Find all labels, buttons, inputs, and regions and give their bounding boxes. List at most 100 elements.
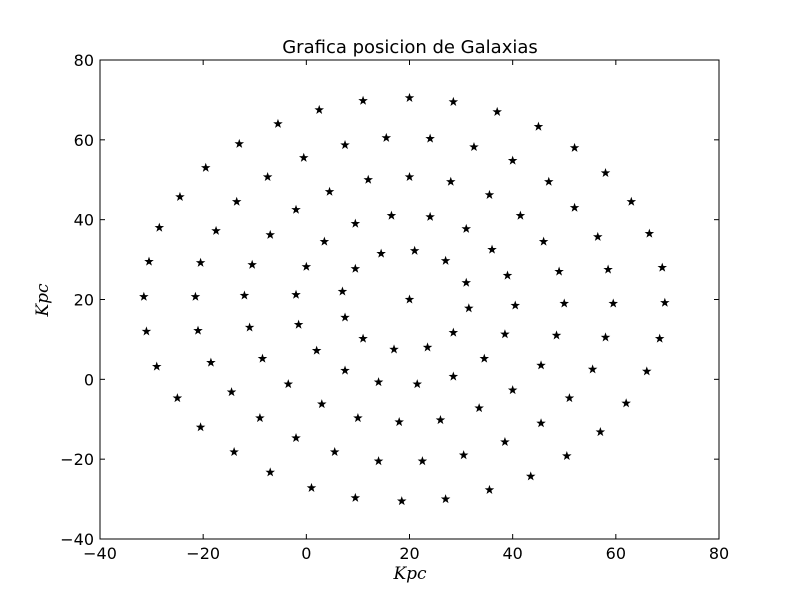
galaxy-star-point [257,353,268,363]
galaxy-star-point [175,191,185,201]
galaxy-star-point [608,298,619,308]
galaxy-star-point [373,377,384,387]
galaxy-star-point [564,393,575,403]
galaxy-star-point [500,437,510,447]
galaxy-star-point [474,403,484,413]
galaxy-star-point [311,345,322,355]
galaxy-star-point [329,446,340,457]
x-tick-label: −40 [83,544,117,563]
galaxy-star-point [193,325,203,335]
galaxy-star-point [172,393,183,403]
galaxy-star-point [484,484,495,494]
galaxy-star-point [317,399,327,409]
galaxy-star-point [358,333,368,343]
galaxy-star-point [569,202,580,212]
galaxy-star-point [229,446,239,457]
x-tick-label: 20 [399,544,419,563]
x-tick-label: 0 [301,544,311,563]
galaxy-star-point [515,210,526,220]
galaxy-star-point [340,140,350,150]
galaxy-star-point [461,277,471,287]
galaxy-star-point [448,371,459,381]
y-tick-label: −20 [60,450,94,469]
galaxy-star-point [265,229,275,239]
galaxy-star-point [350,492,361,502]
galaxy-star-point [141,326,152,336]
galaxy-star-point [255,413,265,423]
galaxy-star-point [484,189,495,199]
galaxy-star-point [376,248,386,258]
galaxy-star-point [660,297,670,307]
galaxy-star-point [314,104,324,114]
galaxy-star-point [479,353,490,363]
galaxy-star-point [464,303,474,313]
galaxy-star-point [417,456,428,466]
galaxy-star-point [226,387,237,397]
galaxy-star-point [603,264,613,274]
galaxy-star-point [448,96,459,106]
galaxy-star-point [397,496,407,506]
galaxy-star-point [319,236,330,246]
galaxy-star-point [487,244,497,254]
galaxy-star-point [353,413,363,423]
y-axis-label: Kpc [33,283,53,318]
galaxy-star-point [621,398,631,408]
galaxy-star-point [381,132,392,142]
galaxy-star-point [195,257,206,267]
galaxy-star-point [337,286,348,296]
galaxy-star-point [446,176,456,186]
galaxy-star-point [350,263,361,273]
galaxy-star-point [144,256,154,266]
galaxy-star-point [644,228,655,238]
galaxy-star-point [139,291,149,301]
galaxy-star-point [425,133,435,143]
x-axis-label: Kpc [392,564,427,584]
galaxy-star-point [533,121,544,131]
y-tick-label: 60 [74,131,94,150]
galaxy-star-point [435,415,446,425]
x-tick-label: 60 [606,544,626,563]
galaxy-star-point [190,291,201,301]
galaxy-star-point [340,365,350,375]
x-tick-label: 80 [709,544,729,563]
galaxy-star-point [536,418,546,428]
galaxy-star-point [502,270,513,280]
y-tick-label: 80 [74,51,94,70]
galaxy-star-point [247,259,257,269]
x-tick-label: −20 [186,544,220,563]
galaxy-star-point [469,142,479,152]
galaxy-star-point [340,312,350,322]
galaxy-star-point [458,450,469,460]
galaxy-star-point [291,433,301,443]
galaxy-star-point [273,118,283,128]
galaxy-star-point [404,171,415,181]
galaxy-star-point [538,236,549,246]
y-tick-label: 0 [84,370,94,389]
galaxy-star-point [595,427,606,437]
galaxy-star-point [500,329,510,339]
galaxy-star-point [559,298,570,308]
galaxy-star-point [394,417,404,427]
galaxy-star-point [195,422,206,432]
galaxy-star-point [154,222,165,232]
galaxy-star-point [422,342,433,352]
galaxy-star-point [265,467,275,477]
galaxy-star-point [554,266,564,276]
galaxy-star-point [593,231,603,241]
galaxy-star-point [626,196,637,206]
galaxy-star-point [262,171,273,181]
galaxy-star-point [448,327,459,337]
galaxy-star-point [551,330,562,340]
galaxy-star-point [231,196,242,206]
galaxy-star-point [293,319,304,329]
galaxy-star-point [600,332,611,342]
axis-ticks: −40 −20 0 20 40 60 80 −40 −20 0 20 40 60 80 [60,51,729,563]
galaxy-star-point [301,261,312,271]
galaxy-star-point [358,95,368,105]
chart-title: Grafica posicion de Galaxias [282,37,538,58]
galaxy-star-point [404,294,415,304]
y-tick-label: 40 [74,211,94,230]
galaxy-star-point [657,262,668,272]
galaxy-star-point [389,344,399,354]
